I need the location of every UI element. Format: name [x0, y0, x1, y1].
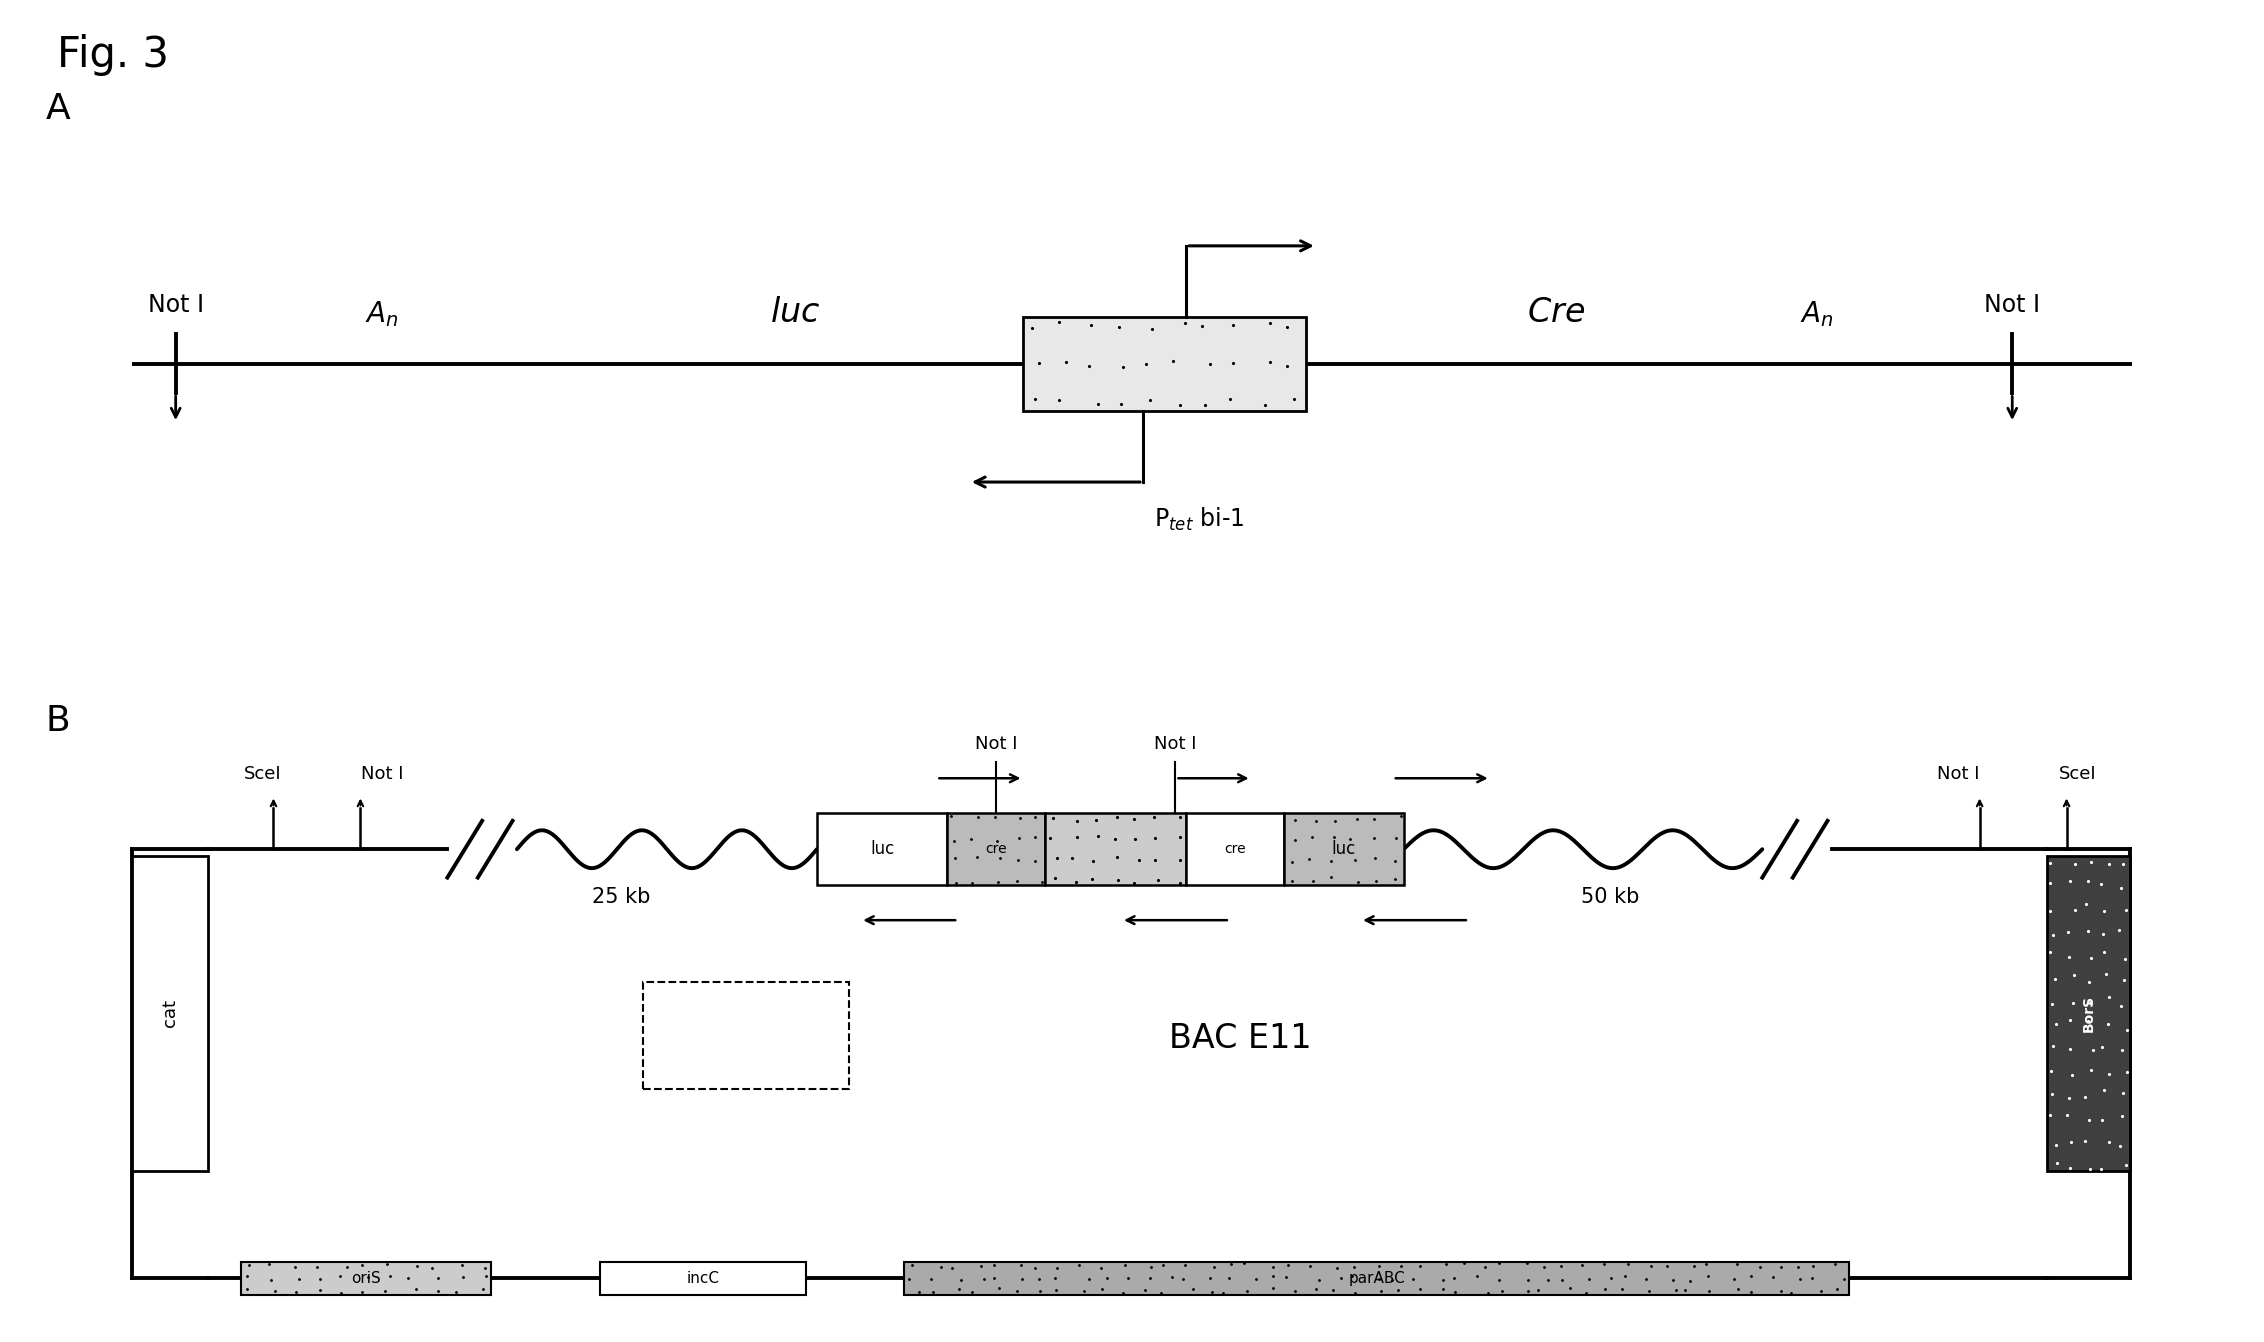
- Text: $luc$: $luc$: [770, 295, 820, 329]
- Bar: [643, 982, 849, 1088]
- Text: parABC: parABC: [1347, 1271, 1406, 1286]
- Text: Not I: Not I: [147, 293, 204, 317]
- Bar: [817, 813, 946, 886]
- Text: oriS: oriS: [351, 1271, 380, 1286]
- Bar: [946, 813, 1046, 886]
- Bar: [240, 1261, 491, 1295]
- Text: luc: luc: [869, 840, 894, 859]
- Bar: [131, 856, 208, 1170]
- Text: cre: cre: [1225, 843, 1245, 856]
- Text: BorS: BorS: [2081, 994, 2094, 1032]
- Text: 50 kb: 50 kb: [1580, 887, 1639, 907]
- Bar: [1186, 813, 1284, 886]
- Text: Not I: Not I: [360, 765, 403, 782]
- Text: SceI: SceI: [2058, 765, 2096, 782]
- Text: P$_{tet}$ bi-1: P$_{tet}$ bi-1: [1155, 506, 1245, 533]
- Text: Not I: Not I: [1155, 735, 1198, 753]
- Bar: [2047, 856, 2130, 1170]
- Bar: [1284, 813, 1404, 886]
- Text: 25 kb: 25 kb: [593, 887, 650, 907]
- Text: $A_n$: $A_n$: [1800, 299, 1834, 329]
- Text: luc: luc: [1331, 840, 1356, 859]
- Text: $Cre$: $Cre$: [1526, 295, 1585, 329]
- Text: cre: cre: [985, 843, 1007, 856]
- Text: Fig. 3: Fig. 3: [57, 34, 168, 75]
- Bar: [903, 1261, 1850, 1295]
- Text: incC: incC: [686, 1271, 720, 1286]
- Text: Not I: Not I: [1983, 293, 2040, 317]
- Text: cat: cat: [161, 1000, 179, 1027]
- Text: $A_n$: $A_n$: [365, 299, 398, 329]
- Text: SceI: SceI: [245, 765, 281, 782]
- Text: B: B: [45, 705, 70, 738]
- Text: BAC E11: BAC E11: [1170, 1023, 1311, 1055]
- Text: Not I: Not I: [976, 735, 1017, 753]
- Bar: [1046, 813, 1186, 886]
- Text: A: A: [45, 93, 70, 126]
- Bar: [600, 1261, 806, 1295]
- Text: Not I: Not I: [1936, 765, 1979, 782]
- Bar: [1023, 317, 1306, 411]
